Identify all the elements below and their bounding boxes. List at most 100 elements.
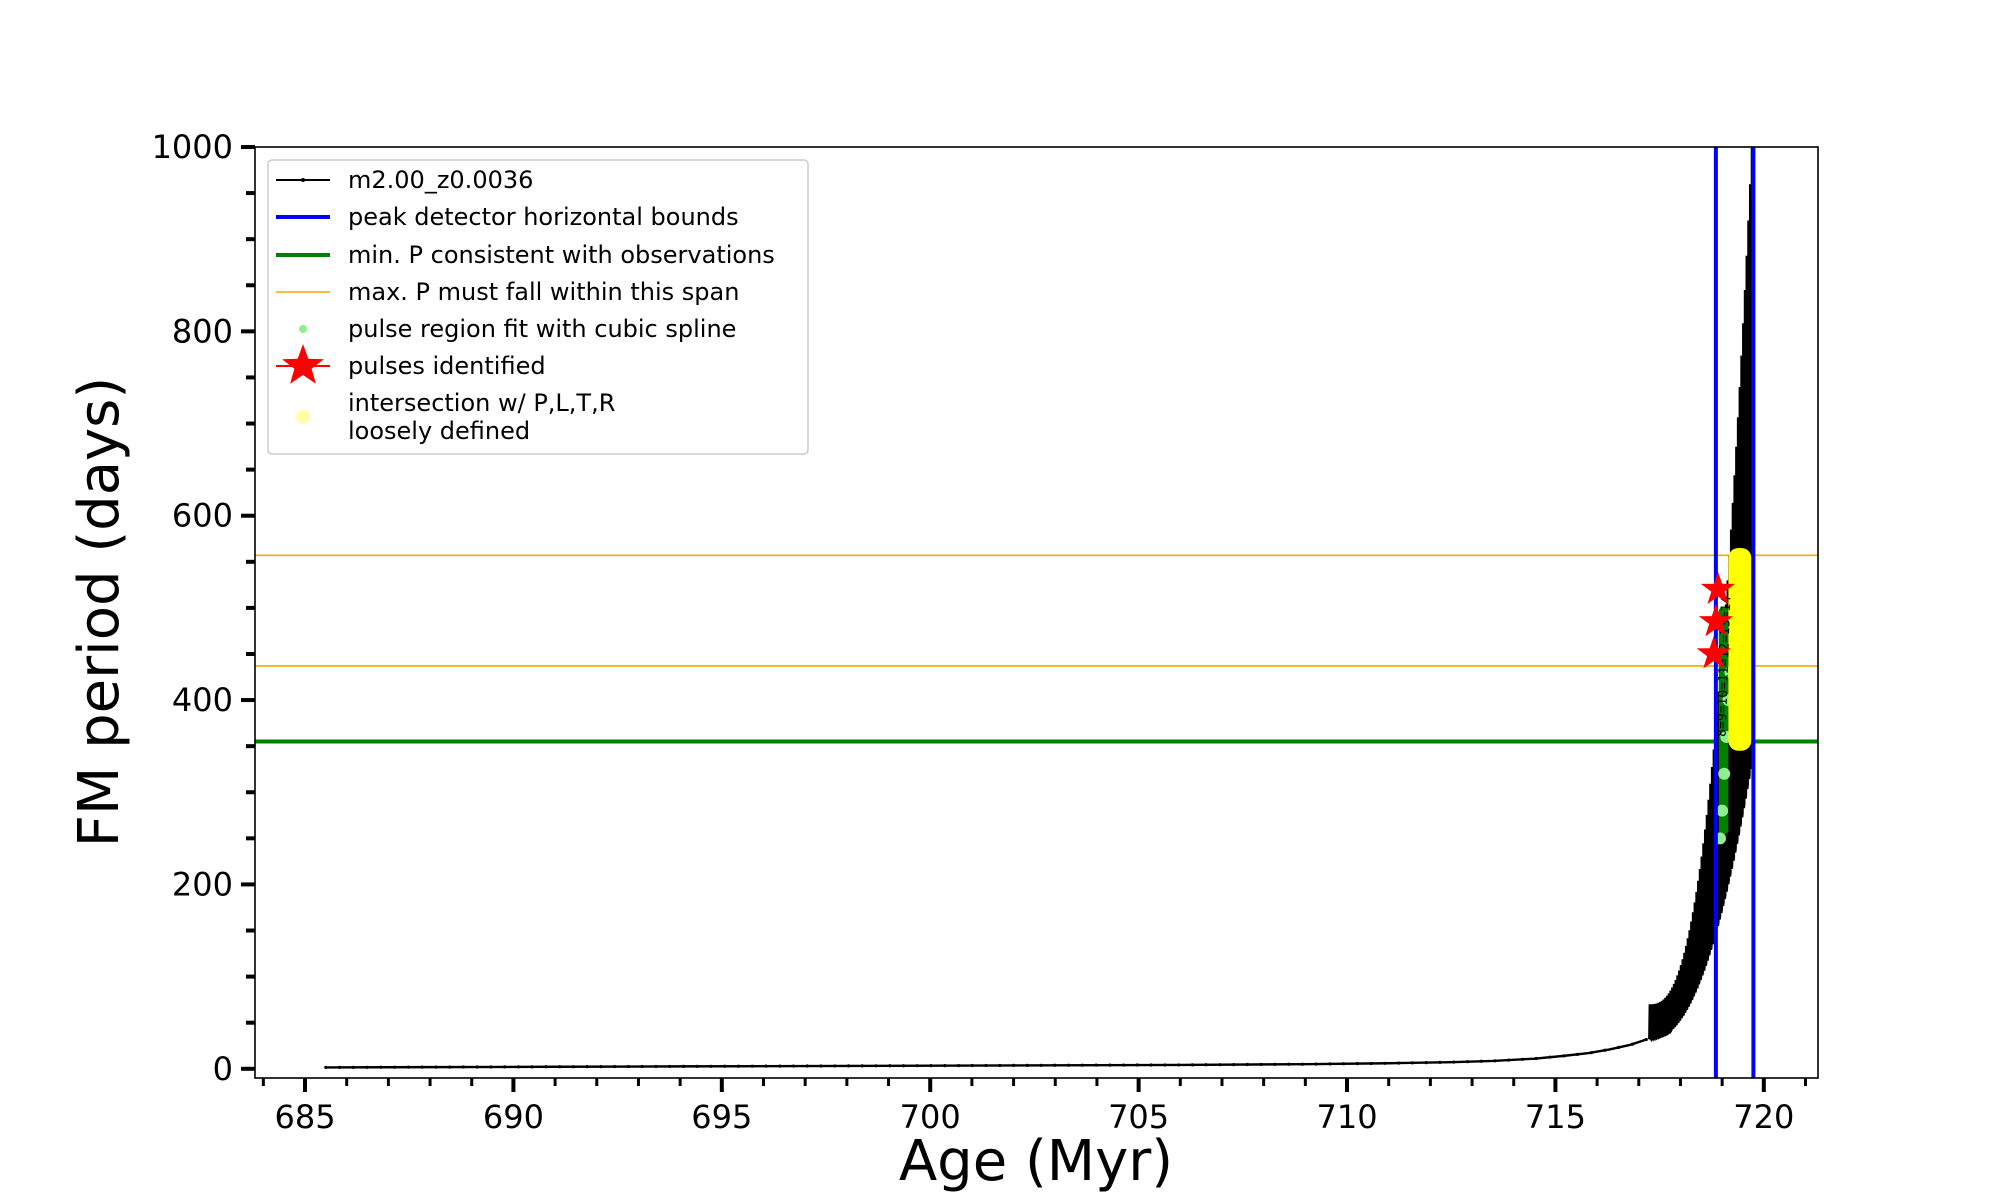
legend-label-maxp: max. P must fall within this span xyxy=(348,278,739,306)
track-marker xyxy=(1438,1060,1442,1064)
track-marker xyxy=(489,1065,493,1069)
track-marker xyxy=(599,1065,603,1069)
axes: 685 690 695 700 705 710 715 720 0 200 400 600 800 100… xyxy=(152,128,1819,1136)
track-marker xyxy=(791,1064,796,1068)
x-tick-label: 705 xyxy=(1108,1098,1169,1136)
pulse-star xyxy=(1700,571,1736,604)
track-marker xyxy=(1452,1060,1456,1064)
x-tick-label: 690 xyxy=(483,1098,544,1136)
track-marker xyxy=(874,1064,878,1068)
legend-marker-track-dot xyxy=(301,178,305,182)
y-tick-label: 600 xyxy=(172,497,233,535)
track-marker xyxy=(1342,1062,1346,1066)
legend-label-track: m2.00_z0.0036 xyxy=(348,166,533,194)
track-marker xyxy=(970,1063,974,1068)
track-marker xyxy=(846,1064,851,1068)
legend-marker-spline xyxy=(299,325,307,333)
legend-marker-star xyxy=(282,344,324,384)
track-marker xyxy=(709,1064,713,1068)
track-baseline xyxy=(325,1038,1648,1069)
track-marker xyxy=(448,1065,452,1069)
track-marker xyxy=(1273,1062,1277,1066)
track-marker xyxy=(613,1064,617,1069)
track-marker xyxy=(833,1064,837,1068)
track-marker xyxy=(1204,1063,1208,1067)
track-marker xyxy=(1410,1061,1415,1065)
x-tick-label: 695 xyxy=(691,1098,752,1136)
pulse-star xyxy=(1698,603,1733,637)
track-marker xyxy=(1135,1063,1139,1067)
y-tick-label: 200 xyxy=(172,865,233,903)
x-tick-label: 700 xyxy=(900,1098,961,1136)
track-marker xyxy=(1617,1045,1621,1049)
y-tick-label: 800 xyxy=(172,312,233,350)
track-marker xyxy=(461,1065,465,1069)
plot-frame xyxy=(254,146,1819,1079)
track-marker xyxy=(943,1064,947,1068)
track-marker xyxy=(1039,1063,1043,1067)
legend-label-intersect: loosely defined xyxy=(348,417,530,445)
track-marker xyxy=(516,1065,521,1069)
track-marker xyxy=(668,1064,672,1069)
legend-label-pulses: pulses identified xyxy=(348,352,546,380)
legend-label-intersect: intersection w/ P,L,T,R xyxy=(348,389,615,417)
x-tick-label: 720 xyxy=(1733,1098,1794,1136)
track-marker xyxy=(1548,1055,1552,1059)
track-marker xyxy=(1066,1063,1071,1067)
track-marker xyxy=(860,1064,864,1068)
track-marker xyxy=(998,1063,1002,1068)
track-marker xyxy=(1149,1063,1153,1067)
track-marker xyxy=(379,1065,383,1069)
legend-label-bounds: peak detector horizontal bounds xyxy=(348,203,739,231)
track-marker xyxy=(984,1063,988,1068)
track-marker xyxy=(585,1065,589,1069)
track-marker xyxy=(324,1065,328,1069)
track-marker xyxy=(1507,1058,1511,1062)
track-marker xyxy=(736,1064,741,1068)
track-marker xyxy=(1589,1051,1593,1055)
track-pulses xyxy=(1648,147,1754,1043)
legend-box xyxy=(267,159,809,455)
track-marker xyxy=(764,1064,768,1068)
track-marker xyxy=(723,1064,727,1068)
track-marker xyxy=(571,1065,576,1069)
track-marker xyxy=(503,1065,507,1069)
track-marker xyxy=(1355,1061,1360,1066)
track-marker xyxy=(1287,1062,1291,1066)
track-marker xyxy=(1520,1057,1525,1061)
track-marker xyxy=(956,1063,961,1068)
track-marker xyxy=(1259,1062,1263,1067)
yellow-region xyxy=(1728,547,1752,751)
track-marker xyxy=(1025,1063,1029,1067)
track-marker xyxy=(558,1065,562,1069)
track-marker xyxy=(1603,1048,1607,1052)
track-marker xyxy=(1053,1063,1057,1067)
track-marker xyxy=(750,1064,754,1068)
x-tick-label: 710 xyxy=(1316,1098,1377,1136)
track-marker xyxy=(1080,1063,1084,1067)
track-marker xyxy=(778,1064,782,1068)
track-marker xyxy=(915,1064,919,1068)
track-marker xyxy=(1575,1052,1580,1056)
track-marker xyxy=(1245,1062,1250,1067)
legend-label-minp: min. P consistent with observations xyxy=(348,241,775,269)
x-tick-label: 715 xyxy=(1525,1098,1586,1136)
track-marker xyxy=(393,1065,397,1069)
track-marker xyxy=(1534,1056,1538,1061)
track-marker xyxy=(1424,1060,1428,1065)
track-marker xyxy=(1397,1061,1401,1065)
y-axis-label: FM period (days) xyxy=(67,377,132,847)
track-marker xyxy=(1218,1063,1222,1067)
track-marker xyxy=(1108,1063,1112,1067)
track-marker xyxy=(338,1065,342,1069)
track-marker xyxy=(695,1064,699,1068)
track-marker xyxy=(1369,1061,1373,1066)
track-marker xyxy=(420,1065,424,1069)
track-marker xyxy=(544,1065,548,1069)
spline-point xyxy=(1716,804,1729,817)
track-marker xyxy=(1300,1062,1305,1066)
track-marker xyxy=(681,1064,686,1068)
track-marker xyxy=(1328,1062,1332,1066)
